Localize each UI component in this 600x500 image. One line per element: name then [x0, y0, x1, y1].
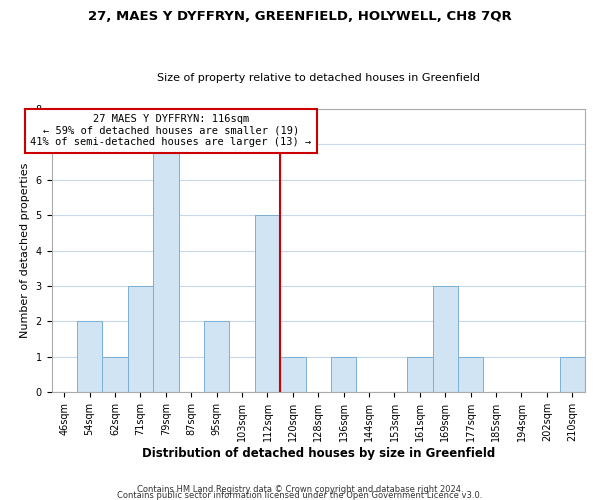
Title: Size of property relative to detached houses in Greenfield: Size of property relative to detached ho…: [157, 73, 480, 83]
Text: 27 MAES Y DYFFRYN: 116sqm
← 59% of detached houses are smaller (19)
41% of semi-: 27 MAES Y DYFFRYN: 116sqm ← 59% of detac…: [31, 114, 311, 148]
Bar: [560, 357, 585, 392]
Text: Contains HM Land Registry data © Crown copyright and database right 2024.: Contains HM Land Registry data © Crown c…: [137, 484, 463, 494]
Bar: [128, 286, 153, 393]
Bar: [280, 357, 305, 392]
Y-axis label: Number of detached properties: Number of detached properties: [20, 163, 30, 338]
Bar: [458, 357, 484, 392]
Bar: [153, 144, 179, 392]
Bar: [204, 322, 229, 392]
Bar: [103, 357, 128, 392]
Bar: [77, 322, 103, 392]
Bar: [331, 357, 356, 392]
Bar: [433, 286, 458, 393]
X-axis label: Distribution of detached houses by size in Greenfield: Distribution of detached houses by size …: [142, 447, 495, 460]
Text: Contains public sector information licensed under the Open Government Licence v3: Contains public sector information licen…: [118, 490, 482, 500]
Bar: [255, 215, 280, 392]
Text: 27, MAES Y DYFFRYN, GREENFIELD, HOLYWELL, CH8 7QR: 27, MAES Y DYFFRYN, GREENFIELD, HOLYWELL…: [88, 10, 512, 23]
Bar: [407, 357, 433, 392]
